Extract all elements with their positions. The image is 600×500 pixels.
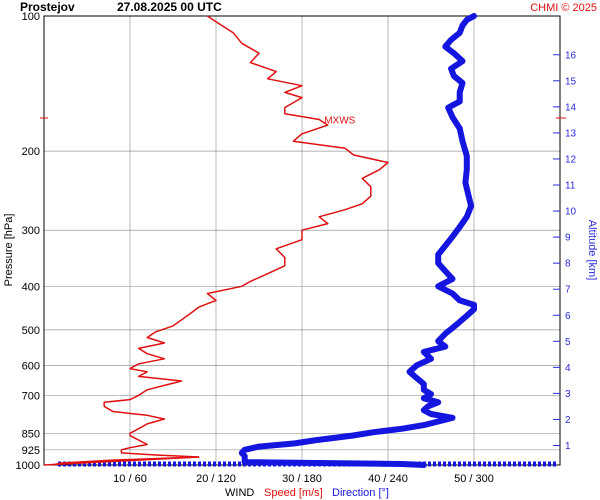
altitude-tick-label: 13 xyxy=(565,128,577,139)
mxws-annotation: MXWS xyxy=(324,115,355,126)
altitude-tick-label: 7 xyxy=(565,285,571,296)
altitude-tick-label: 5 xyxy=(565,337,571,348)
wind-tick-label: 40 / 240 xyxy=(368,473,408,485)
x-axis-label-speed: Speed [m/s] xyxy=(264,487,323,499)
altitude-tick-label: 8 xyxy=(565,259,571,270)
altitude-tick-label: 16 xyxy=(565,50,577,61)
wind-tick-label: 50 / 300 xyxy=(454,473,494,485)
altitude-tick-label: 11 xyxy=(565,181,576,192)
wind-tick-label: 10 / 60 xyxy=(113,473,147,485)
altitude-tick-label: 15 xyxy=(565,76,577,87)
pressure-tick-label: 400 xyxy=(22,281,40,293)
wind-tick-labels: 10 / 60 20 / 120 30 / 180 40 / 240 50 / 300 xyxy=(113,473,494,485)
pressure-tick-label: 500 xyxy=(22,325,40,337)
y-axis-label: Pressure [hPa] xyxy=(3,214,15,287)
altitude-tick-label: 2 xyxy=(565,415,571,426)
speed-series-line xyxy=(52,15,389,466)
pressure-tick-label: 925 xyxy=(22,445,40,457)
altitude-tick-label: 12 xyxy=(565,154,577,165)
x-axis-label-wind: WIND xyxy=(225,487,254,499)
pressure-tick-label: 300 xyxy=(22,225,40,237)
wind-tick-label: 20 / 120 xyxy=(196,473,236,485)
pressure-tick-label: 200 xyxy=(22,146,40,158)
altitude-tick-label: 4 xyxy=(565,363,571,374)
pressure-tick-labels: 100 200 300 400 500 600 700 850 925 1000 xyxy=(16,11,40,472)
altitude-tick-label: 9 xyxy=(565,233,571,244)
altitude-tick-label: 6 xyxy=(565,311,571,322)
pressure-tick-label: 850 xyxy=(22,428,40,440)
direction-series-line xyxy=(238,13,477,468)
pressure-tick-label: 1000 xyxy=(16,460,40,472)
pressure-tick-label: 100 xyxy=(22,11,40,23)
gridlines xyxy=(44,16,560,465)
speed-surface-line xyxy=(43,456,199,466)
pressure-tick-label: 600 xyxy=(22,360,40,372)
credit-label: CHMI © 2025 xyxy=(530,2,597,14)
altitude-axis-label: Altitude [km] xyxy=(586,220,598,281)
altitude-tick-label: 3 xyxy=(565,389,571,400)
station-name: Prostejov xyxy=(20,0,75,14)
pressure-tick-label: 700 xyxy=(22,390,40,402)
wind-tick-label: 30 / 180 xyxy=(282,473,322,485)
altitude-tick-label: 1 xyxy=(565,441,571,452)
x-axis-label-direction: Direction [°] xyxy=(332,487,389,499)
sounding-datetime: 27.08.2025 00 UTC xyxy=(117,0,222,14)
altitude-tick-label: 10 xyxy=(565,207,577,218)
altitude-tick-label: 14 xyxy=(565,102,577,113)
